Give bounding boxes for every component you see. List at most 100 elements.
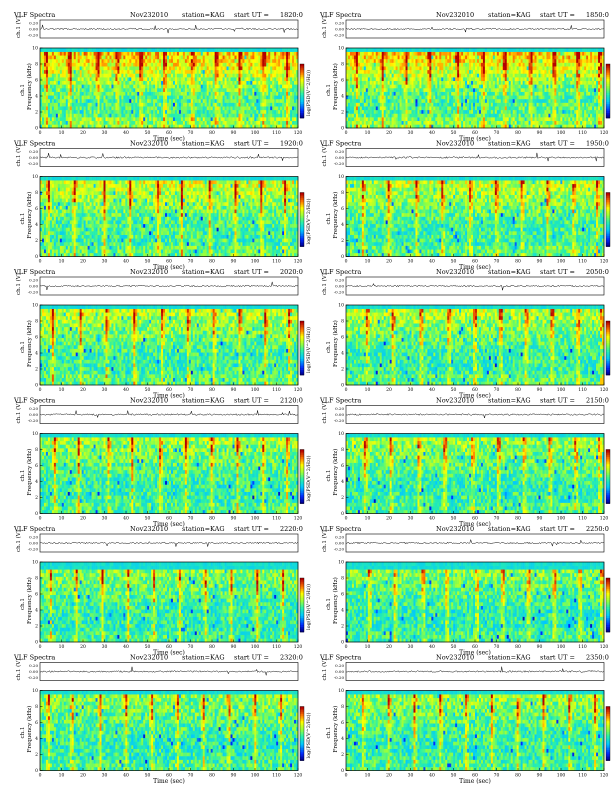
spectrogram-cell [439,73,441,77]
spectrogram-cell [481,63,483,67]
spectrogram-cell [350,77,352,81]
spectrogram-cell [42,59,44,63]
spectrogram-cell [163,81,165,85]
spectrogram-cell [411,52,413,56]
spectrogram-cell [388,92,390,96]
spectrogram-cell [157,113,159,117]
spectrogram-cell [354,70,356,74]
spectrogram-cell [109,48,111,52]
spectrogram-cell [227,103,229,107]
spectrogram-cell [94,84,96,88]
spectrogram-cell [72,92,74,96]
spectrogram-cell [501,99,503,103]
spectrogram-cell [475,77,477,81]
spectrogram-cell [42,121,44,125]
spectrogram-cell [179,73,181,77]
spectrogram-cell [276,63,278,67]
spectrogram-cell [443,55,445,59]
spectrogram-cell [523,99,525,103]
spectrogram-cell [171,103,173,107]
spectrogram-cell [203,95,205,99]
spectrogram-cell [246,52,248,56]
spectrogram-cell [42,66,44,70]
spectrogram-cell [439,70,441,74]
spectrogram-cell [423,121,425,125]
spectrogram-cell [485,92,487,96]
spectrogram-cell [495,88,497,92]
spectrogram-cell [165,77,167,81]
spectrogram-cell [356,84,358,88]
spectrogram-cell [90,52,92,56]
spectrogram-cell [68,66,70,70]
spectrogram-cell [487,84,489,88]
spectrogram-cell [382,48,384,52]
spectrogram-cell [292,52,294,56]
spectrogram-cell [356,63,358,67]
spectrogram-cell [479,81,481,85]
spectrogram-cell [54,77,56,81]
spectrogram-cell [358,73,360,77]
spectrogram-cell [234,95,236,99]
spectrogram-cell [76,66,78,70]
spectrogram-cell [398,84,400,88]
spectrogram-cell [282,121,284,125]
spectrogram-cell [515,106,517,110]
spectrogram-cell [400,73,402,77]
spectrogram-cell [286,55,288,59]
spectrogram-cell [286,95,288,99]
spectrogram-cell [250,88,252,92]
spectrogram-cell [199,66,201,70]
spectrogram-cell [147,113,149,117]
spectrogram-cell [48,110,50,114]
spectrogram-cell [98,77,100,81]
spectrogram-cell [256,70,258,74]
spectrogram-cell [159,63,161,67]
spectrogram-cell [473,121,475,125]
spectrogram-cell [223,121,225,125]
spectrogram-cell [475,113,477,117]
spectrogram-cell [467,55,469,59]
spectrogram-cell [48,52,50,56]
spectrogram-cell [209,117,211,121]
spectrogram-cell [453,77,455,81]
spectrogram-cell [199,84,201,88]
spectrogram-cell [386,121,388,125]
spectrogram-cell [163,88,165,92]
spectrogram-cell [199,81,201,85]
spectrogram-cell [135,113,137,117]
spectrogram-cell [155,103,157,107]
spectrogram-cell [348,73,350,77]
spectrogram-cell [250,84,252,88]
spectrogram-cell [147,59,149,63]
spectrogram-cell [441,121,443,125]
spectrogram-cell [491,81,493,85]
spectrogram-cell [366,113,368,117]
spectrogram-cell [84,63,86,67]
spectrogram-cell [191,121,193,125]
spectrogram-cell [48,92,50,96]
spectrogram-cell [66,81,68,85]
spectrogram-cell [485,88,487,92]
spectrogram-cell [465,92,467,96]
spectrogram-cell [183,73,185,77]
spectrogram-cell [100,48,102,52]
spectrogram-cell [229,59,231,63]
spectrogram-cell [433,81,435,85]
spectrogram-cell [380,63,382,67]
spectrogram-cell [54,48,56,52]
spectrogram-cell [465,103,467,107]
spectrogram-cell [519,106,521,110]
spectrogram-cell [499,84,501,88]
spectrogram-cell [197,99,199,103]
spectrogram-cell [217,52,219,56]
spectrogram-cell [44,73,46,77]
spectrogram-cell [155,84,157,88]
spectrogram-cell [483,99,485,103]
spectrogram-cell [175,121,177,125]
spectrogram-cell [177,59,179,63]
spectrogram-cell [509,95,511,99]
spectrogram-cell [421,95,423,99]
spectrogram-cell [388,84,390,88]
spectrogram-cell [127,66,129,70]
spectrogram-cell [352,92,354,96]
